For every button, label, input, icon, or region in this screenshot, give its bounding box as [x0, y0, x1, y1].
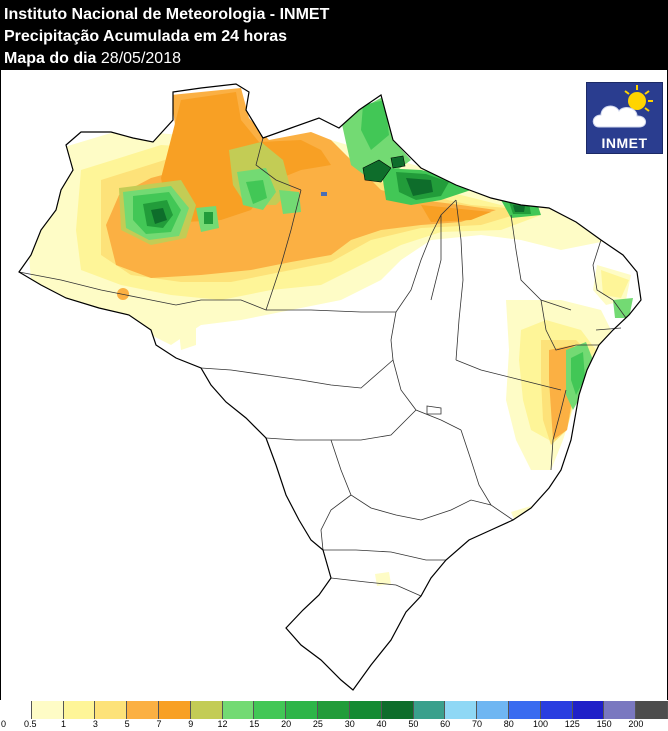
brazil-map [18, 83, 642, 691]
legend-tick-label: 50 [408, 719, 419, 729]
inmet-logo: INMET [586, 82, 663, 154]
legend-tick-label: 125 [564, 719, 580, 729]
legend-swatch [413, 701, 446, 719]
cloud-sun-icon [592, 85, 653, 128]
legend-swatch [381, 701, 414, 719]
legend-tick-label: 9 [188, 719, 194, 729]
legend-tick-label: 3 [92, 719, 98, 729]
map-date: 28/05/2018 [100, 50, 181, 67]
lake-marker [321, 192, 327, 196]
legend-swatch [477, 701, 509, 719]
logo-text: INMET [601, 135, 648, 151]
legend-swatch [572, 701, 605, 719]
legend-tick-label: 30 [344, 719, 355, 729]
legend-swatch [63, 701, 96, 719]
legend-swatch [445, 701, 478, 719]
legend-tick-label: 70 [471, 719, 482, 729]
legend-tick-label: 0.5 [24, 719, 37, 729]
legend-swatch [318, 701, 350, 719]
institute-title: Instituto Nacional de Meteorologia - INM… [4, 6, 330, 23]
legend-tick-label: 80 [503, 719, 514, 729]
precipitation-map [1, 70, 667, 700]
map-date-line: Mapa do dia 28/05/2018 [4, 49, 181, 69]
map-header: Instituto Nacional de Meteorologia - INM… [0, 0, 668, 70]
legend-tick-label: 25 [312, 719, 323, 729]
legend-tick-label: 15 [249, 719, 260, 729]
legend-tick-label: 60 [440, 719, 451, 729]
map-date-label: Mapa do dia [4, 50, 97, 67]
legend-tick-label: 1 [61, 719, 67, 729]
legend-swatch [127, 701, 160, 719]
map-subtitle: Precipitação Acumulada em 24 horas [4, 28, 288, 45]
legend-tick-label: 7 [156, 719, 162, 729]
legend-swatch [222, 701, 255, 719]
legend-swatch [31, 701, 64, 719]
legend-swatch [95, 701, 128, 719]
legend-swatch [508, 701, 541, 719]
legend-swatch [0, 701, 32, 719]
legend-swatch [159, 701, 191, 719]
legend-swatch [604, 701, 637, 719]
legend-tick-label: 12 [217, 719, 228, 729]
legend-tick-label: 5 [124, 719, 130, 729]
legend-swatch [254, 701, 287, 719]
legend-tick-label: 150 [596, 719, 612, 729]
legend-swatch [286, 701, 319, 719]
legend-tick-label: 40 [376, 719, 387, 729]
state-boundaries [18, 109, 627, 597]
legend-swatch [636, 701, 668, 719]
marajo-islands [362, 155, 406, 183]
legend-tick-label: 200 [628, 719, 644, 729]
legend-swatch [190, 701, 223, 719]
legend-tick-label: 0 [1, 719, 7, 729]
precipitation-legend: 0 0.5 1 3 5 7 9 12 15 20 25 30 40 50 60 70 80 100 125 150 20… [0, 700, 668, 731]
legend-tick-label: 20 [281, 719, 292, 729]
legend-swatch [349, 701, 382, 719]
legend-swatch [540, 701, 573, 719]
legend-tick-label: 100 [532, 719, 548, 729]
